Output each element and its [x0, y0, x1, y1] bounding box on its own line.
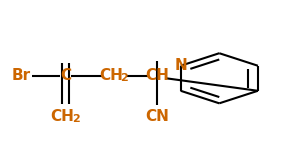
Text: CH: CH [99, 68, 123, 83]
Text: C: C [60, 68, 71, 83]
Text: 2: 2 [72, 114, 80, 124]
Text: CH: CH [145, 68, 169, 83]
Text: CH: CH [51, 109, 75, 124]
Text: 2: 2 [121, 73, 128, 83]
Text: N: N [174, 58, 187, 73]
Text: CN: CN [145, 109, 169, 124]
Text: Br: Br [11, 68, 30, 83]
